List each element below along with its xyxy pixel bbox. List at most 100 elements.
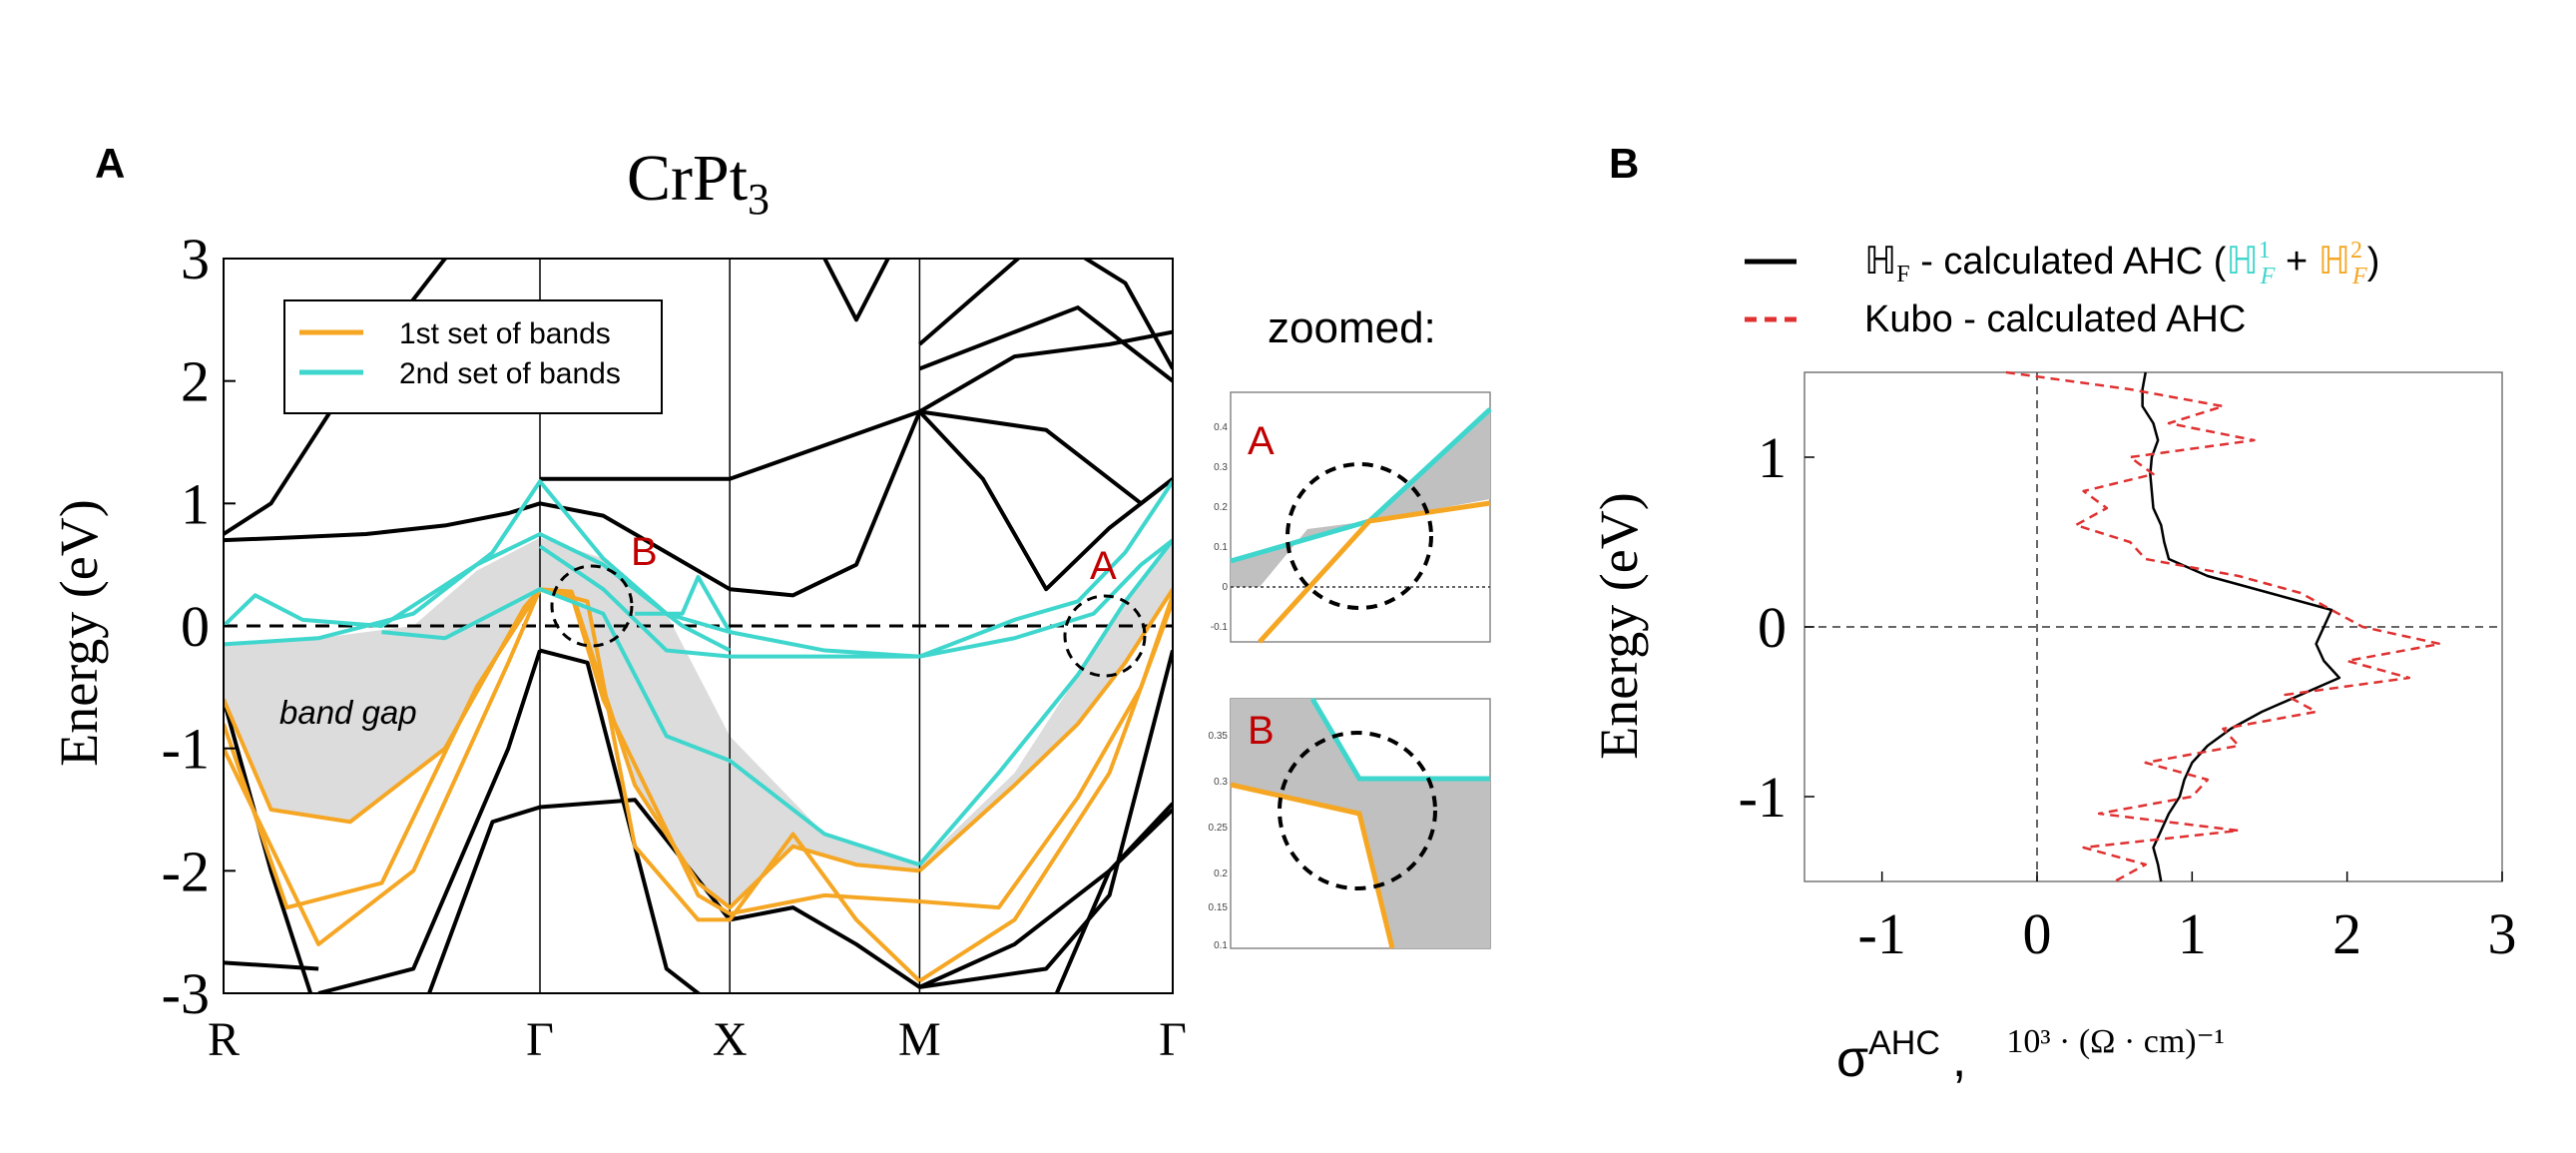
- band-line-black: [539, 410, 922, 598]
- band-line-set2: [381, 587, 921, 867]
- zoom-a-circle: [1286, 462, 1433, 610]
- band-structure-chart: 3 2 1 0 -1 -2 -3R Γ X M Γ: [162, 227, 1187, 1066]
- zoom-a-tick: 0.2: [1214, 502, 1228, 513]
- y-tick-label-b: -1: [1739, 765, 1787, 830]
- zoom-a-frame: [1230, 391, 1491, 643]
- hf-ahc-line: [2141, 371, 2341, 882]
- zoom-b-letter: B: [1248, 709, 1275, 753]
- y-tick-label: -3: [162, 961, 210, 1026]
- band-line-set2: [538, 544, 920, 659]
- x-tick-label-b: 1: [2178, 901, 2207, 966]
- zoom-a-band1: [1258, 500, 1491, 644]
- y-tick-label-b: 0: [1758, 595, 1787, 660]
- legend-a: 1st set of bands 2nd set of bands: [283, 299, 663, 414]
- zoom-b-band1: [1230, 782, 1395, 949]
- ahc-lines: [2005, 370, 2442, 883]
- ahc-chart: -1 0 1 2 3 1 0 -1: [1739, 370, 2517, 966]
- zoomed-label: zoomed:: [1268, 303, 1436, 352]
- y-tick-label: 1: [181, 471, 210, 536]
- y-tick-label: -2: [162, 839, 210, 903]
- y-tick-label: -1: [162, 717, 210, 782]
- x-tick-label-b: 2: [2332, 901, 2361, 966]
- legend-kubo-label: Kubo - calculated AHC: [1864, 298, 2246, 340]
- band-line-set1: [224, 587, 542, 825]
- zoom-a-tick: 0.4: [1214, 422, 1228, 433]
- zoom-a-tick: 0: [1222, 582, 1228, 593]
- zoom-b-tick: 0.25: [1209, 823, 1229, 834]
- band-line-black: [540, 409, 921, 481]
- zoom-b-tick: 0.15: [1209, 902, 1229, 913]
- zoom-b-gap: [1231, 699, 1490, 948]
- zoom-a-tick: -0.1: [1211, 622, 1229, 633]
- band-line-black: [918, 329, 1173, 414]
- band-line-black: [919, 409, 1173, 506]
- band-line-black: [918, 305, 1173, 383]
- zoom-a-tick: 0.1: [1214, 542, 1228, 553]
- x-kpoint-label: Γ: [526, 1013, 554, 1066]
- y-tick-label-b: 1: [1758, 425, 1787, 490]
- band-structure-ticks: 3 2 1 0 -1 -2 -3R Γ X M Γ: [162, 227, 1187, 1066]
- y-tick-label: 0: [181, 594, 210, 659]
- band-line-set2: [224, 532, 732, 653]
- chart-title: CrPt3: [627, 142, 770, 224]
- zoom-a-panel: A 0.4 0.3 0.2 0.1 0 -0.1: [1211, 391, 1492, 644]
- panel-b-label: B: [1609, 140, 1639, 187]
- x-tick-label-b: 3: [2488, 901, 2517, 966]
- y-axis-label-b: Energy (eV): [1589, 492, 1649, 759]
- band-line-set2: [919, 538, 1173, 659]
- band-line-set1: [918, 588, 1173, 872]
- band-line-set1: [918, 600, 1173, 983]
- legend-band1-label: 1st set of bands: [399, 317, 611, 350]
- band-line-black: [224, 699, 313, 993]
- band-line-set1: [224, 588, 542, 910]
- zoom-b-tick: 0.35: [1209, 731, 1229, 742]
- band-line-black: [427, 805, 541, 993]
- kubo-ahc-line: [2005, 370, 2442, 883]
- x-tick-label-b: -1: [1858, 901, 1906, 966]
- zoom-b-tick: 0.1: [1214, 940, 1228, 951]
- y-tick-label: 3: [181, 227, 210, 291]
- legend-a-box: [283, 299, 663, 414]
- zoom-b-panel: B 0.35 0.3 0.25 0.2 0.15 0.1: [1209, 697, 1491, 951]
- zoom-b-tick: 0.2: [1214, 868, 1228, 879]
- band-line-black: [822, 259, 890, 322]
- marker-b-label: B: [631, 530, 658, 574]
- zoom-a-tick: 0.3: [1214, 462, 1228, 473]
- band-line-black: [1054, 802, 1173, 993]
- legend-b: ℍF - calculated AHC (ℍ1 F + ℍ2 F) Kubo - c…: [1745, 238, 2379, 340]
- ahc-ticks: -1 0 1 2 3 1 0 -1: [1739, 425, 2517, 966]
- legend-ahc-label: ℍF - calculated AHC (ℍ1 F + ℍ2 F): [1864, 238, 2379, 289]
- band-line-black: [917, 409, 1173, 592]
- band-line-set2: [635, 574, 732, 634]
- band-line-set1: [224, 588, 542, 946]
- ahc-frame: [1803, 371, 2503, 882]
- x-axis-label-b: σAHC, 10³ · (Ω · cm)⁻¹: [1836, 1023, 2225, 1088]
- band-structure-lines: [224, 259, 1173, 993]
- zoom-a-letter: A: [1248, 419, 1275, 463]
- zoom-b-circle: [1278, 731, 1437, 890]
- x-kpoint-label: Γ: [1159, 1013, 1187, 1066]
- x-tick-label-b: 0: [2023, 901, 2052, 966]
- band-line-black: [224, 501, 541, 543]
- band-line-black: [918, 808, 1173, 989]
- band-line-set2: [917, 538, 1173, 866]
- y-axis-label-a: Energy (eV): [49, 499, 109, 766]
- legend-band2-label: 2nd set of bands: [399, 357, 621, 390]
- zoom-b-band2: [1309, 697, 1490, 782]
- x-kpoint-label: X: [713, 1013, 748, 1066]
- band-gap-label: band gap: [279, 694, 417, 731]
- zoom-b-ticks: 0.35 0.3 0.25 0.2 0.15 0.1: [1209, 731, 1229, 951]
- marker-a-label: A: [1090, 544, 1117, 588]
- band-line-black: [317, 649, 542, 993]
- band-line-set2: [918, 480, 1173, 659]
- marker-a-circle: [1063, 594, 1147, 678]
- panel-a-label: A: [95, 140, 125, 187]
- band-line-set1: [539, 587, 921, 983]
- zoom-b-tick: 0.3: [1214, 777, 1228, 788]
- x-kpoint-label: R: [208, 1013, 240, 1066]
- band-line-black: [918, 259, 1173, 370]
- marker-b-circle: [550, 564, 634, 648]
- x-kpoint-label: M: [898, 1013, 941, 1066]
- zoom-a-ticks: 0.4 0.3 0.2 0.1 0 -0.1: [1211, 422, 1229, 633]
